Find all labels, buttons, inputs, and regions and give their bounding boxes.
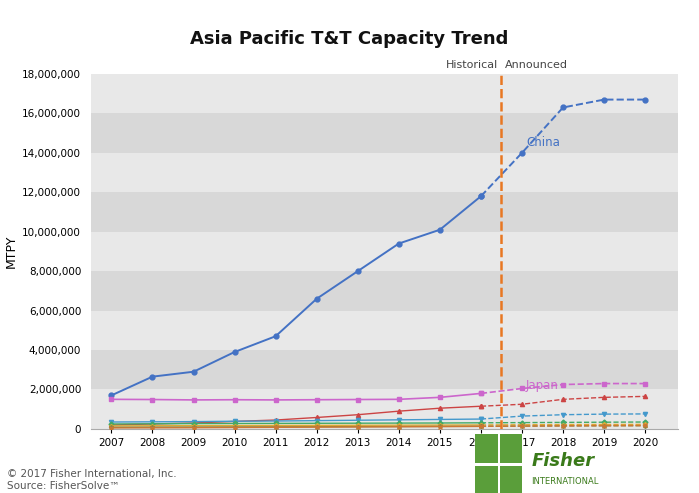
Bar: [500, 434, 522, 463]
Text: Historical: Historical: [446, 61, 498, 70]
Bar: [475, 466, 498, 493]
Bar: [475, 434, 498, 463]
Bar: [91, 271, 678, 311]
Bar: [91, 311, 678, 350]
Text: Announced: Announced: [505, 61, 568, 70]
Text: Asia Pacific T&T Capacity Trend: Asia Pacific T&T Capacity Trend: [190, 30, 509, 48]
Bar: [500, 466, 522, 493]
Y-axis label: MTPY: MTPY: [5, 235, 18, 268]
Bar: [91, 192, 678, 232]
Text: Fisher: Fisher: [531, 452, 594, 470]
Text: Japan: Japan: [526, 379, 559, 392]
Text: China: China: [526, 137, 560, 149]
Bar: [91, 232, 678, 271]
Bar: [91, 350, 678, 389]
Bar: [91, 113, 678, 153]
Text: © 2017 Fisher International, Inc.
Source: FisherSolve™: © 2017 Fisher International, Inc. Source…: [7, 469, 177, 491]
Bar: [91, 389, 678, 429]
Bar: [91, 153, 678, 192]
Text: INTERNATIONAL: INTERNATIONAL: [531, 477, 598, 486]
Bar: [91, 74, 678, 113]
